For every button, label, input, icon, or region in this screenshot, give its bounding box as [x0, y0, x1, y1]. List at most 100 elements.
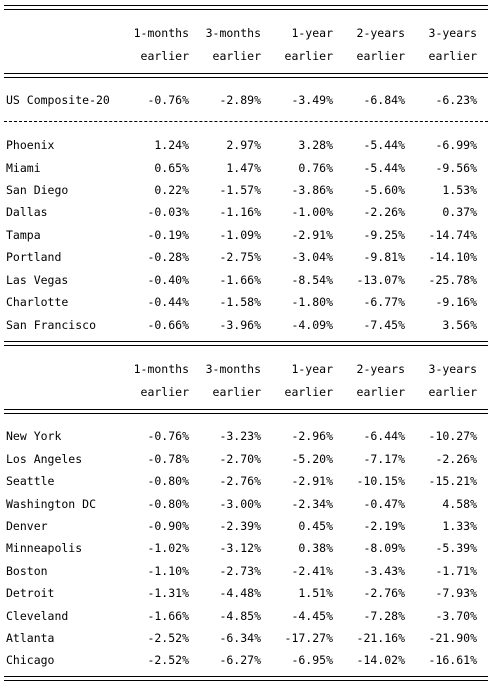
top-double-rule — [4, 5, 488, 10]
row-label: Los Angeles — [6, 452, 83, 466]
table-cell: -0.66% — [147, 318, 189, 332]
table-cell: 1-year — [291, 362, 333, 376]
row-label: San Diego — [6, 183, 69, 197]
table-cell: -0.76% — [147, 429, 189, 443]
table-row: New York -0.76% -3.23% -2.96% -6.44% -10.27% — [0, 427, 491, 445]
header-row-2: earlier earlier earlier earlier earlier — [0, 383, 491, 401]
table-cell: -6.23% — [435, 93, 477, 107]
row-label: Detroit — [6, 586, 55, 600]
table-cell: -1.58% — [219, 295, 261, 309]
row-label: Minneapolis — [6, 541, 83, 555]
table-cell: -6.34% — [219, 631, 261, 645]
table-cell: -0.19% — [147, 228, 189, 242]
table-cell: -15.21% — [428, 474, 477, 488]
table-cell: -8.09% — [363, 541, 405, 555]
table-row: Cleveland -1.66% -4.85% -4.45% -7.28% -3.70% — [0, 607, 491, 625]
row-label: Miami — [6, 161, 41, 175]
table-cell: -2.91% — [291, 228, 333, 242]
table-cell: -14.10% — [428, 250, 477, 264]
row-label: Washington DC — [6, 497, 97, 511]
table-cell: -2.75% — [219, 250, 261, 264]
table-cell: -6.27% — [219, 653, 261, 667]
table-cell: -21.16% — [356, 631, 405, 645]
header-double-rule-2 — [4, 409, 488, 414]
row-label: Tampa — [6, 228, 41, 242]
table-cell: -1.31% — [147, 586, 189, 600]
table-cell: -1.66% — [147, 609, 189, 623]
table-cell: -4.85% — [219, 609, 261, 623]
table-cell: -2.34% — [291, 497, 333, 511]
table-row: Dallas -0.03% -1.16% -1.00% -2.26% 0.37% — [0, 203, 491, 221]
table-cell: 2.97% — [226, 138, 261, 152]
table-cell: -2.76% — [363, 586, 405, 600]
header-row-1: 1-months 3-months 1-year 2-years 3-years — [0, 24, 491, 42]
table-row: Denver -0.90% -2.39% 0.45% -2.19% 1.33% — [0, 517, 491, 535]
table-cell: -0.47% — [363, 497, 405, 511]
table-cell: earlier — [140, 385, 189, 399]
table-cell: -6.95% — [291, 653, 333, 667]
table-cell: earlier — [428, 385, 477, 399]
table-cell: -2.26% — [435, 452, 477, 466]
table-row: San Francisco -0.66% -3.96% -4.09% -7.45% 3.5… — [0, 316, 491, 334]
table-cell: -1.00% — [291, 205, 333, 219]
table-row: Los Angeles -0.78% -2.70% -5.20% -7.17% -2.26… — [0, 450, 491, 468]
table-cell: -7.45% — [363, 318, 405, 332]
table-cell: -2.52% — [147, 631, 189, 645]
table-cell: 2-years — [356, 362, 405, 376]
row-label: Boston — [6, 564, 48, 578]
table-cell: 0.22% — [154, 183, 189, 197]
table-cell: -6.99% — [435, 138, 477, 152]
table-cell: -3.04% — [291, 250, 333, 264]
table-cell: earlier — [284, 49, 333, 63]
table-cell: -1.71% — [435, 564, 477, 578]
row-label: New York — [6, 429, 62, 443]
table-row: Miami 0.65% 1.47% 0.76% -5.44% -9.56% — [0, 159, 491, 177]
row-label: Chicago — [6, 653, 55, 667]
table-cell: -3.70% — [435, 609, 477, 623]
table-cell: -2.26% — [363, 205, 405, 219]
table-cell: -7.17% — [363, 452, 405, 466]
table-cell: 0.45% — [298, 519, 333, 533]
table-cell: -9.25% — [363, 228, 405, 242]
table-cell: -6.84% — [363, 93, 405, 107]
table-row: Charlotte -0.44% -1.58% -1.80% -6.77% -9.16% — [0, 293, 491, 311]
table-row: Minneapolis -1.02% -3.12% 0.38% -8.09% -5.39% — [0, 539, 491, 557]
table-cell: -8.54% — [291, 273, 333, 287]
table-cell: -6.44% — [363, 429, 405, 443]
table-cell: -3.86% — [291, 183, 333, 197]
table-cell: -10.15% — [356, 474, 405, 488]
row-label: Las Vegas — [6, 273, 69, 287]
table-cell: 3.56% — [442, 318, 477, 332]
table-cell: 3-months — [205, 26, 261, 40]
table-cell: -0.78% — [147, 452, 189, 466]
table-cell: -10.27% — [428, 429, 477, 443]
table-cell: -4.45% — [291, 609, 333, 623]
table-cell: -14.02% — [356, 653, 405, 667]
row-label: Atlanta — [6, 631, 55, 645]
row-label: Portland — [6, 250, 62, 264]
table-row: Phoenix 1.24% 2.97% 3.28% -5.44% -6.99% — [0, 136, 491, 154]
table-row: Tampa -0.19% -1.09% -2.91% -9.25% -14.74% — [0, 226, 491, 244]
table-cell: -4.09% — [291, 318, 333, 332]
table-cell: -3.00% — [219, 497, 261, 511]
table-cell: -2.39% — [219, 519, 261, 533]
table-cell: -21.90% — [428, 631, 477, 645]
table-cell: -5.39% — [435, 541, 477, 555]
table-cell: -2.73% — [219, 564, 261, 578]
table-cell: 1-year — [291, 26, 333, 40]
table-cell: -3.43% — [363, 564, 405, 578]
header-double-rule — [4, 73, 488, 78]
table-cell: -3.49% — [291, 93, 333, 107]
table-row: Boston -1.10% -2.73% -2.41% -3.43% -1.71% — [0, 562, 491, 580]
row-label: San Francisco — [6, 318, 97, 332]
table-cell: -0.80% — [147, 497, 189, 511]
bottom-double-rule — [4, 676, 488, 681]
table-cell: 0.76% — [298, 161, 333, 175]
table-cell: earlier — [212, 49, 261, 63]
table-row: San Diego 0.22% -1.57% -3.86% -5.60% 1.53% — [0, 181, 491, 199]
table-cell: earlier — [356, 49, 405, 63]
table-cell: -2.70% — [219, 452, 261, 466]
composite-row: US Composite-20 -0.76% -2.89% -3.49% -6.84% -… — [0, 91, 491, 109]
table-row: Las Vegas -0.40% -1.66% -8.54% -13.07% -25.78… — [0, 271, 491, 289]
table-cell: -2.19% — [363, 519, 405, 533]
